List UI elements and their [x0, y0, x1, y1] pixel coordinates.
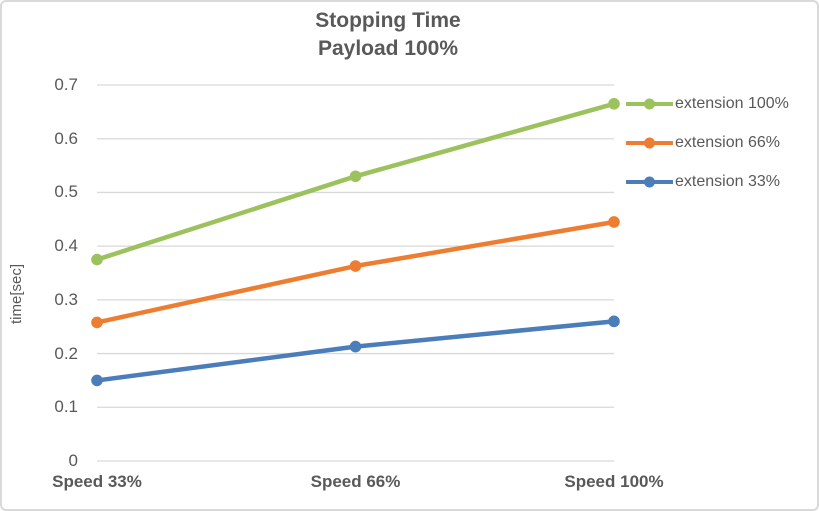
- x-tick-label: Speed 66%: [310, 472, 401, 491]
- series-line: [94, 219, 617, 325]
- x-tick-label: Speed 100%: [564, 472, 664, 491]
- y-tick-label: 0.7: [54, 75, 78, 94]
- data-point-marker: [349, 260, 362, 272]
- legend-label: extension 100%: [675, 95, 789, 112]
- y-tick-label: 0.4: [54, 236, 78, 256]
- y-tick-label: 0: [68, 451, 78, 470]
- data-point-marker: [608, 315, 620, 328]
- chart-title: Stopping Time Payload 100%: [2, 7, 774, 63]
- data-point-marker: [91, 374, 103, 387]
- chart-title-line2: Payload 100%: [317, 37, 459, 60]
- legend-label: extension 33%: [675, 173, 780, 190]
- y-tick-label: 0.5: [54, 182, 78, 202]
- x-tick-label: Speed 33%: [52, 472, 142, 491]
- legend-item: extension 33%: [626, 169, 789, 195]
- legend-item: extension 100%: [626, 91, 789, 117]
- y-tick-label: 0.2: [54, 343, 78, 363]
- legend: extension 100% extension 66% extension 33%: [626, 91, 789, 208]
- data-point-marker: [91, 253, 103, 266]
- legend-item: extension 66%: [626, 130, 789, 156]
- data-point-marker: [608, 98, 620, 110]
- legend-marker-icon: [626, 98, 673, 110]
- data-point-marker: [608, 216, 620, 228]
- y-tick-label: 0.3: [54, 289, 78, 309]
- y-tick-label: 0.6: [54, 128, 78, 148]
- data-point-marker: [91, 316, 103, 329]
- legend-label: extension 66%: [675, 134, 780, 151]
- chart-title-line1: Stopping Time: [315, 9, 461, 32]
- y-tick-label: 0.1: [54, 397, 78, 417]
- data-point-marker: [349, 340, 362, 353]
- data-point-marker: [349, 170, 362, 183]
- legend-marker-icon: [626, 176, 673, 188]
- legend-marker-icon: [626, 137, 673, 149]
